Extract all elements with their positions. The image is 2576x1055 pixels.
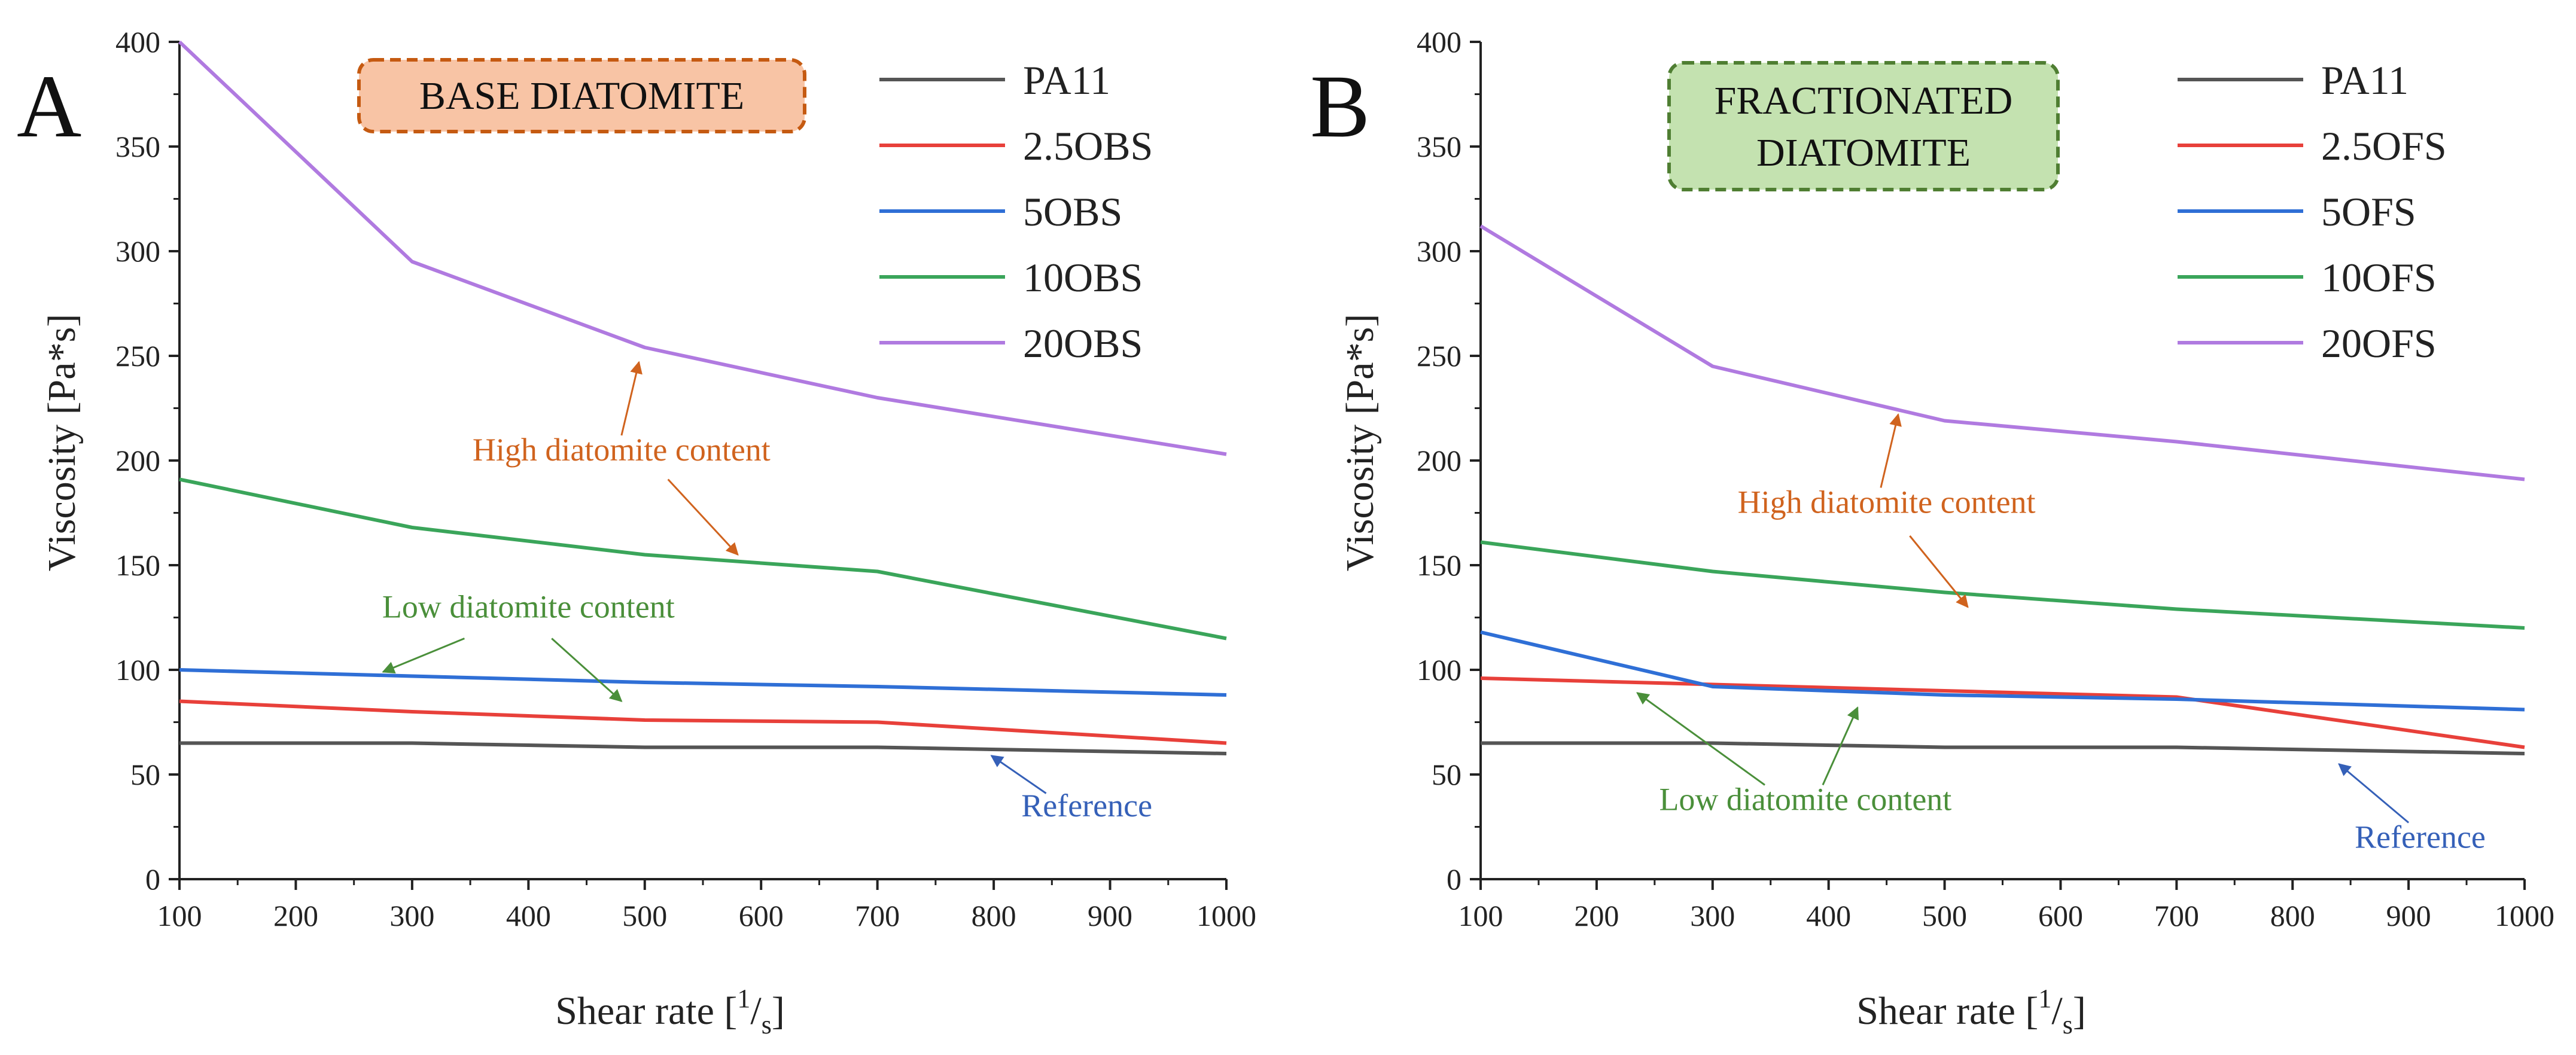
- annotation-arrow: [1636, 692, 1765, 786]
- x-tick-label: 200: [1574, 899, 1619, 932]
- y-tick-label: 200: [115, 444, 160, 477]
- x-tick-label: 300: [1690, 899, 1735, 932]
- x-axis-title-sub: s: [762, 1010, 772, 1039]
- x-tick-label: 900: [2386, 899, 2431, 932]
- annotation-arrow: [990, 755, 1047, 794]
- annotation-arrow: [551, 638, 623, 702]
- series-line-10OFS: [1480, 540, 2525, 630]
- plot-area: 0 50 100 150 200 250 300 350 400 100 200 300 400 500 6…: [115, 25, 1256, 932]
- series-line-20OBS: [178, 40, 1227, 456]
- legend-label: 20OBS: [1023, 321, 1143, 366]
- x-axis-title: Shear rate [1/s]: [555, 984, 785, 1039]
- panel-a: A Viscosity [Pa*s] Shear rate [1/s] 0 50 1…: [17, 25, 1256, 1039]
- annotation-arrow: [667, 478, 739, 556]
- y-tick-label: 250: [1417, 339, 1461, 373]
- annotation-arrow: [620, 361, 643, 436]
- y-tick-label: 0: [1447, 862, 1461, 896]
- x-tick-label: 900: [1088, 899, 1132, 932]
- x-tick-label: 500: [622, 899, 667, 932]
- annotation-text: Reference: [1021, 788, 1152, 824]
- callout-text-line: DIATOMITE: [1756, 131, 1971, 175]
- y-axis-title: Viscosity [Pa*s]: [1338, 314, 1382, 572]
- x-tick-label: 500: [1922, 899, 1967, 932]
- y-tick-label: 300: [115, 234, 160, 268]
- x-tick-label: 100: [157, 899, 202, 932]
- annotation-text: Reference: [2355, 819, 2486, 855]
- callout-text: BASE DIATOMITE: [419, 74, 744, 118]
- x-tick-label: 800: [2270, 899, 2315, 932]
- y-tick-label: 300: [1417, 234, 1461, 268]
- panel-b: B Viscosity [Pa*s] Shear rate [1/s] 0 50 1…: [1310, 25, 2554, 1039]
- legend-label: PA11: [2321, 57, 2408, 103]
- legend-label: 10OFS: [2321, 255, 2437, 300]
- annotation-arrow: [1880, 413, 1902, 488]
- annotation-arrow: [1909, 535, 1969, 608]
- x-axis-title-close: ]: [772, 989, 785, 1033]
- series-line-5OFS: [1480, 630, 2525, 712]
- annotation-text: High diatomite content: [473, 432, 771, 468]
- series-line-PA11: [179, 741, 1227, 755]
- y-tick-label: 350: [115, 130, 160, 163]
- x-tick-label: 700: [2154, 899, 2199, 932]
- x-tick-label: 600: [739, 899, 784, 932]
- callout-box: [1667, 61, 2060, 191]
- annotation-text: Low diatomite content: [1659, 782, 1951, 818]
- x-tick-label: 400: [506, 899, 551, 932]
- y-tick-label: 400: [1417, 25, 1461, 59]
- y-tick-label: 0: [145, 862, 160, 896]
- annotation-arrow: [2338, 763, 2410, 824]
- x-axis-title-main: Shear rate [: [1856, 989, 2038, 1033]
- legend-label: 20OFS: [2321, 321, 2437, 366]
- legend-label: 5OFS: [2321, 189, 2416, 234]
- series-line-5OBS: [179, 668, 1227, 697]
- x-axis-title-sup: 1: [2038, 984, 2051, 1013]
- y-tick-label: 50: [1432, 758, 1461, 791]
- legend-label: 10OBS: [1023, 255, 1143, 300]
- legend-label: 2.5OFS: [2321, 123, 2447, 169]
- x-tick-label: 1000: [1196, 899, 1256, 932]
- legend-label: 2.5OBS: [1023, 123, 1153, 169]
- y-tick-label: 250: [115, 339, 160, 373]
- legend-label: PA11: [1023, 57, 1110, 103]
- callout-box: [357, 58, 806, 133]
- x-tick-label: 1000: [2495, 899, 2554, 932]
- x-axis-title-main: Shear rate [: [555, 989, 737, 1033]
- callout-text-line: FRACTIONATED: [1715, 79, 2013, 123]
- annotation-arrow: [382, 638, 465, 674]
- y-tick-label: 350: [1417, 130, 1461, 163]
- y-tick-label: 100: [115, 653, 160, 687]
- x-axis-title-sup: 1: [737, 984, 750, 1013]
- y-tick-label: 200: [1417, 444, 1461, 477]
- y-tick-label: 50: [130, 758, 160, 791]
- y-tick-label: 100: [1417, 653, 1461, 687]
- x-axis-title-sub: s: [2063, 1010, 2073, 1039]
- x-tick-label: 100: [1458, 899, 1503, 932]
- x-tick-label: 700: [855, 899, 900, 932]
- x-tick-label: 600: [2038, 899, 2083, 932]
- series-line-2.5OFS: [1480, 676, 2525, 749]
- x-axis-title: Shear rate [1/s]: [1856, 984, 2086, 1039]
- y-axis-title: Viscosity [Pa*s]: [40, 314, 84, 572]
- legend-label: 5OBS: [1023, 189, 1122, 234]
- x-tick-label: 800: [972, 899, 1016, 932]
- y-tick-label: 150: [115, 548, 160, 582]
- panel-label: B: [1310, 57, 1370, 156]
- series-line-10OBS: [179, 477, 1227, 641]
- annotation-arrow: [1822, 706, 1859, 786]
- series-line-PA11: [1481, 741, 2525, 755]
- annotation-text: Low diatomite content: [382, 589, 675, 625]
- annotation-text: High diatomite content: [1738, 484, 2036, 520]
- series-line-2.5OBS: [179, 699, 1227, 745]
- plot-area: 0 50 100 150 200 250 300 350 400 100 200 300 400 500 6…: [1417, 25, 2554, 932]
- panel-label: A: [17, 57, 81, 156]
- x-tick-label: 400: [1806, 899, 1851, 932]
- y-tick-label: 150: [1417, 548, 1461, 582]
- x-tick-label: 200: [273, 899, 318, 932]
- y-tick-label: 400: [115, 25, 160, 59]
- series-line-20OFS: [1479, 224, 2525, 481]
- x-tick-label: 300: [389, 899, 434, 932]
- x-axis-title-close: ]: [2073, 989, 2086, 1033]
